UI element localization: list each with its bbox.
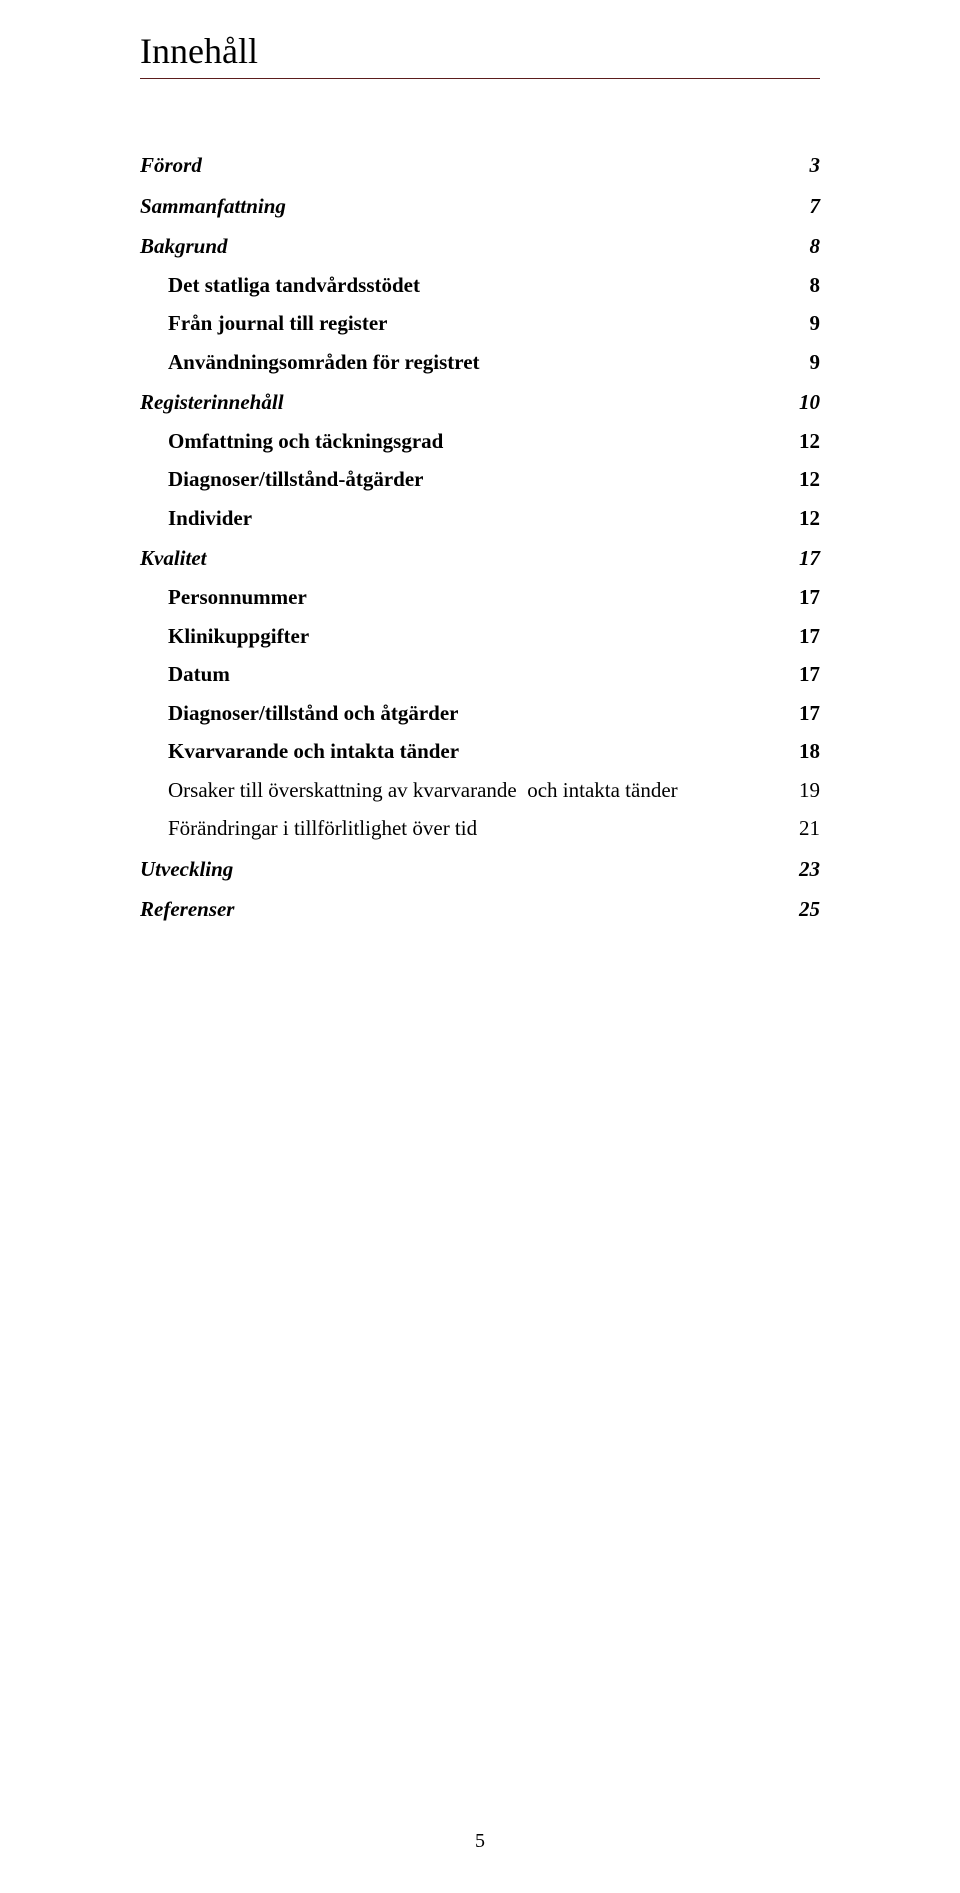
toc-entry-label: Datum (168, 658, 230, 691)
toc-entry-page: 19 (799, 774, 820, 807)
toc-entry: Kvarvarande och intakta tänder 18 (140, 735, 820, 768)
toc-entry: Klinikuppgifter 17 (140, 620, 820, 653)
toc-entry-page: 21 (799, 812, 820, 845)
title-rule (140, 78, 820, 79)
toc-entry-label: Registerinnehåll (140, 386, 284, 419)
toc-entry-label: Personnummer (168, 581, 307, 614)
toc-entry-label: Bakgrund (140, 230, 228, 263)
toc-entry-page: 17 (799, 697, 820, 730)
page-number: 5 (0, 1830, 960, 1853)
toc-entry: Från journal till register 9 (140, 307, 820, 340)
toc-entry-page: 12 (799, 425, 820, 458)
toc-entry: Individer 12 (140, 502, 820, 535)
toc-entry-page: 9 (810, 307, 821, 340)
toc-entry-label: Diagnoser/tillstånd-åtgärder (168, 463, 423, 496)
toc-entry: Kvalitet 17 (140, 542, 820, 575)
toc-entry: Registerinnehåll 10 (140, 386, 820, 419)
toc-entry-label: Från journal till register (168, 307, 388, 340)
toc-entry-label: Omfattning och täckningsgrad (168, 425, 443, 458)
toc-entry-label: Diagnoser/tillstånd och åtgärder (168, 697, 458, 730)
toc-entry-page: 12 (799, 502, 820, 535)
toc-entry: Diagnoser/tillstånd och åtgärder 17 (140, 697, 820, 730)
toc-entry-page: 18 (799, 735, 820, 768)
toc-entry: Omfattning och täckningsgrad 12 (140, 425, 820, 458)
toc-entry: Referenser 25 (140, 893, 820, 926)
toc-entry: Användningsområden för registret 9 (140, 346, 820, 379)
toc-entry-page: 17 (799, 581, 820, 614)
toc-entry: Orsaker till överskattning av kvarvarand… (140, 774, 820, 807)
toc-entry-label: Utveckling (140, 853, 233, 886)
toc-entry-page: 17 (799, 542, 820, 575)
toc-entry-page: 3 (810, 149, 821, 182)
toc-entry: Bakgrund 8 (140, 230, 820, 263)
toc-entry: Diagnoser/tillstånd-åtgärder 12 (140, 463, 820, 496)
toc-entry-page: 7 (810, 190, 821, 223)
table-of-contents: Förord3Sammanfattning7Bakgrund8Det statl… (140, 149, 820, 926)
toc-entry-label: Kvalitet (140, 542, 207, 575)
toc-entry-page: 12 (799, 463, 820, 496)
toc-entry-page: 23 (799, 853, 820, 886)
toc-entry: Förändringar i tillförlitlighet över tid… (140, 812, 820, 845)
toc-entry-label: Orsaker till överskattning av kvarvarand… (168, 774, 678, 807)
toc-entry-label: Det statliga tandvårdsstödet (168, 269, 420, 302)
toc-entry-label: Användningsområden för registret (168, 346, 480, 379)
toc-entry-label: Förändringar i tillförlitlighet över tid (168, 812, 477, 845)
page-title: Innehåll (140, 30, 820, 72)
toc-entry-label: Kvarvarande och intakta tänder (168, 735, 459, 768)
toc-entry: Det statliga tandvårdsstödet 8 (140, 269, 820, 302)
toc-entry-page: 9 (810, 346, 821, 379)
toc-entry: Datum 17 (140, 658, 820, 691)
toc-entry-page: 8 (810, 230, 821, 263)
document-page: Innehåll Förord 3 Sammanfattning 7 Bakgrund 8… (0, 0, 960, 1893)
toc-entry: Sammanfattning 7 (140, 190, 820, 223)
toc-entry-page: 25 (799, 893, 820, 926)
toc-entry: Utveckling 23 (140, 853, 820, 886)
toc-entry-page: 17 (799, 658, 820, 691)
toc-entry-page: 10 (799, 386, 820, 419)
toc-entry: Personnummer 17 (140, 581, 820, 614)
toc-entry: Förord 3 (140, 149, 820, 182)
toc-entry-label: Förord (140, 149, 202, 182)
toc-entry-label: Klinikuppgifter (168, 620, 309, 653)
toc-entry-label: Individer (168, 502, 252, 535)
toc-entry-label: Sammanfattning (140, 190, 286, 223)
toc-entry-label: Referenser (140, 893, 234, 926)
toc-entry-page: 8 (810, 269, 821, 302)
toc-entry-page: 17 (799, 620, 820, 653)
